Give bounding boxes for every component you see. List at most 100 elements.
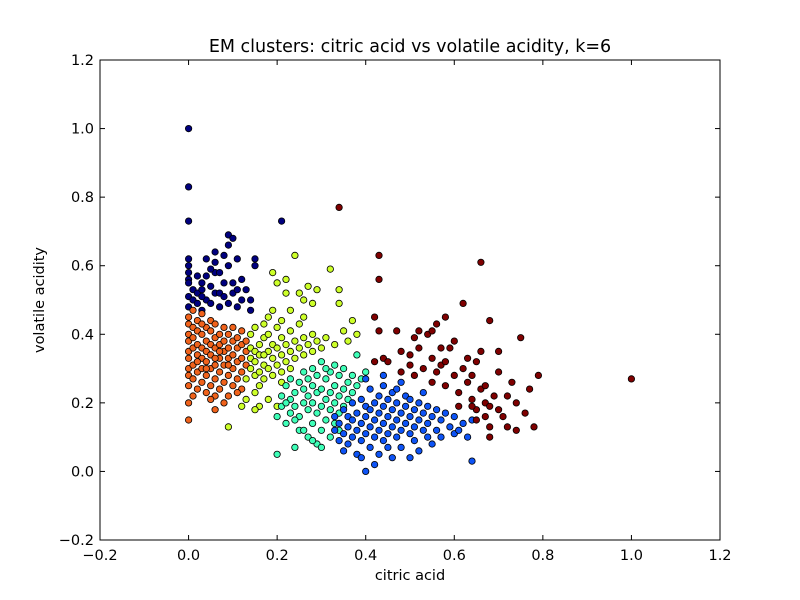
data-point bbox=[216, 368, 224, 376]
data-point bbox=[282, 289, 290, 297]
data-point bbox=[229, 279, 237, 287]
data-point bbox=[419, 426, 427, 434]
data-point bbox=[481, 382, 489, 390]
data-point bbox=[353, 330, 361, 338]
data-point bbox=[459, 419, 467, 427]
data-point bbox=[282, 399, 290, 407]
data-point bbox=[326, 388, 334, 397]
data-point bbox=[233, 388, 241, 397]
data-point bbox=[282, 340, 290, 349]
data-point bbox=[335, 203, 343, 211]
data-point bbox=[401, 419, 410, 427]
data-point bbox=[216, 347, 224, 355]
data-point bbox=[198, 378, 206, 386]
data-point bbox=[477, 258, 485, 266]
data-point bbox=[198, 292, 206, 301]
data-point bbox=[339, 385, 348, 393]
data-point bbox=[348, 433, 356, 441]
data-point bbox=[428, 354, 436, 362]
data-point bbox=[317, 358, 325, 366]
data-point bbox=[224, 344, 232, 352]
data-point bbox=[264, 395, 272, 403]
data-point bbox=[459, 364, 467, 373]
data-point bbox=[224, 371, 232, 379]
data-point bbox=[317, 443, 325, 451]
data-point bbox=[304, 282, 312, 290]
data-point bbox=[220, 337, 228, 345]
data-point bbox=[441, 313, 449, 321]
data-point bbox=[269, 306, 277, 314]
data-point bbox=[344, 337, 352, 345]
data-point bbox=[331, 399, 339, 407]
data-point bbox=[370, 416, 379, 424]
data-point bbox=[455, 388, 463, 397]
data-point bbox=[344, 378, 352, 386]
data-point bbox=[450, 337, 458, 345]
data-point bbox=[242, 286, 250, 294]
data-point bbox=[308, 330, 317, 338]
data-point bbox=[415, 416, 423, 424]
data-point bbox=[512, 426, 520, 434]
data-point bbox=[291, 443, 299, 451]
data-point bbox=[508, 378, 516, 386]
data-point bbox=[202, 388, 210, 397]
data-point bbox=[322, 364, 330, 373]
data-point bbox=[379, 371, 387, 379]
data-point bbox=[273, 450, 281, 458]
data-point bbox=[441, 358, 449, 366]
data-point bbox=[291, 402, 299, 410]
data-point bbox=[211, 258, 219, 266]
data-point bbox=[432, 368, 441, 376]
data-point bbox=[362, 467, 370, 475]
data-point bbox=[388, 423, 396, 431]
data-point bbox=[322, 416, 330, 424]
data-point bbox=[384, 358, 392, 366]
data-point bbox=[410, 436, 418, 445]
data-point bbox=[220, 292, 228, 301]
y-axis-label: volatile acidity bbox=[32, 247, 48, 353]
data-point bbox=[357, 454, 365, 462]
data-point bbox=[185, 382, 193, 390]
data-point bbox=[251, 323, 259, 331]
data-point bbox=[322, 375, 330, 383]
y-tick-label: 0.4 bbox=[71, 327, 94, 343]
data-point bbox=[397, 378, 405, 386]
data-point bbox=[308, 382, 317, 390]
data-point bbox=[211, 248, 219, 256]
data-point bbox=[339, 327, 348, 335]
data-point bbox=[512, 399, 520, 407]
x-tick-label: 0.6 bbox=[443, 548, 466, 564]
data-point bbox=[220, 323, 228, 331]
y-tick-label: 1.2 bbox=[71, 53, 94, 69]
data-point bbox=[432, 406, 441, 414]
data-point bbox=[357, 395, 365, 403]
cluster-series-4 bbox=[331, 371, 476, 475]
data-point bbox=[366, 385, 374, 393]
data-point bbox=[472, 358, 480, 366]
data-point bbox=[295, 289, 303, 297]
data-point bbox=[202, 371, 210, 379]
data-point bbox=[185, 279, 193, 287]
data-point bbox=[273, 412, 281, 421]
data-point bbox=[353, 426, 361, 434]
data-point bbox=[189, 306, 197, 314]
data-point bbox=[393, 399, 401, 407]
x-tick-label: 0.2 bbox=[266, 548, 289, 564]
x-tick-label: 0.0 bbox=[177, 548, 200, 564]
data-point bbox=[313, 337, 321, 345]
data-point bbox=[220, 399, 228, 407]
data-point bbox=[379, 382, 387, 390]
data-point bbox=[247, 296, 255, 304]
data-point bbox=[286, 347, 294, 355]
y-tick-label: 0.2 bbox=[71, 396, 94, 412]
data-point bbox=[193, 358, 201, 366]
data-point bbox=[185, 354, 193, 362]
data-point bbox=[304, 406, 312, 414]
data-point bbox=[224, 299, 232, 307]
data-point bbox=[282, 419, 290, 427]
x-tick-label: −0.2 bbox=[82, 548, 117, 564]
data-point bbox=[428, 412, 436, 421]
data-point bbox=[441, 409, 449, 417]
data-point bbox=[481, 412, 489, 421]
